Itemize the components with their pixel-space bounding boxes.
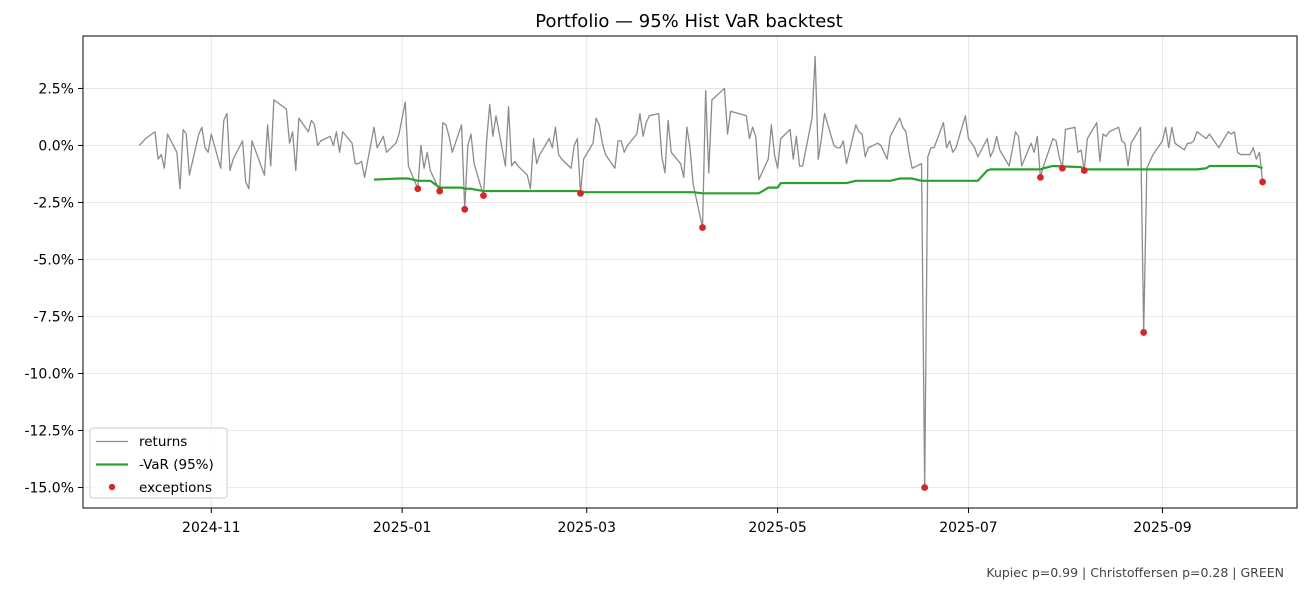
x-tick-label: 2025-07	[939, 520, 998, 536]
legend-swatch-exceptions	[108, 483, 116, 491]
exception-point	[414, 185, 422, 193]
exception-point	[1140, 329, 1148, 336]
legend-box	[89, 427, 228, 499]
y-tick-label: 0.0%	[38, 138, 74, 154]
y-tick-label: -10.0%	[24, 366, 74, 382]
exception-point	[577, 189, 584, 197]
x-tick-label: 2025-01	[373, 520, 432, 536]
exception-point	[1080, 167, 1088, 174]
exception-point	[480, 192, 487, 200]
y-tick-label: -12.5%	[24, 423, 74, 439]
legend-label-exceptions: exceptions	[139, 480, 212, 496]
plot-area-frame	[82, 35, 1298, 509]
returns-series-line	[138, 55, 1264, 489]
x-tick-label: 2025-09	[1133, 520, 1192, 536]
x-tick-label: 2024-11	[182, 520, 241, 536]
exception-point	[1037, 173, 1044, 181]
exception-point	[699, 224, 706, 231]
exception-point	[1259, 178, 1266, 186]
legend-label-returns: returns	[139, 434, 187, 450]
chart-title: Portfolio — 95% Hist VaR backtest	[535, 11, 842, 32]
backtest-summary-footer: Kupiec p=0.99 | Christoffersen p=0.28 | …	[986, 565, 1284, 580]
series-layer	[138, 55, 1266, 491]
y-tick-label: -7.5%	[33, 309, 74, 325]
exception-point	[461, 205, 469, 213]
y-tick-label: 2.5%	[38, 81, 74, 97]
y-tick-label: -5.0%	[33, 252, 74, 268]
y-tick-label: -15.0%	[24, 480, 74, 496]
exception-point	[921, 484, 929, 491]
x-tick-label: 2025-03	[557, 520, 616, 536]
x-tick-label: 2025-05	[748, 520, 807, 536]
exception-point	[436, 187, 444, 195]
exception-point	[1058, 164, 1066, 172]
axes: 2.5% 0.0% -2.5% -5.0% -7.5% -10.0% -12.5% -15.0…	[24, 81, 1191, 536]
legend: returns -VaR (95%) exceptions	[89, 427, 228, 499]
y-tick-label: -2.5%	[33, 195, 74, 211]
legend-label-var: -VaR (95%)	[139, 457, 214, 473]
